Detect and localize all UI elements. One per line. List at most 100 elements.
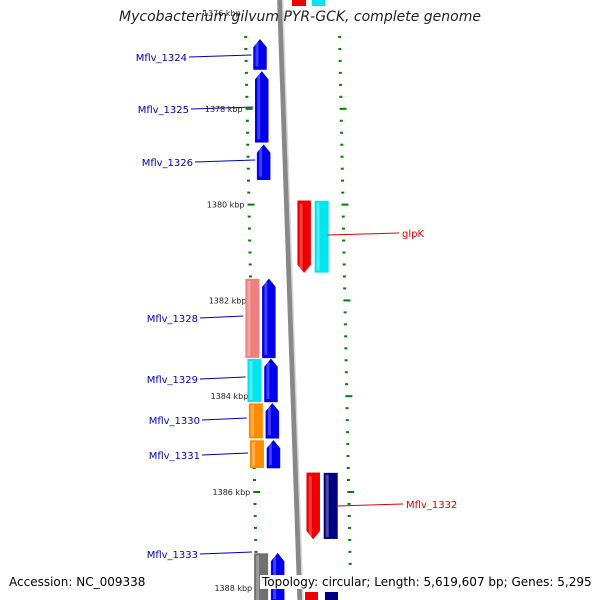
partial-gene-bottom-red	[305, 592, 318, 600]
gene-label-leader	[201, 452, 248, 456]
ruler-tick-right	[348, 550, 352, 553]
cog-block-shine	[247, 280, 251, 356]
gene-arrow-shine	[266, 361, 270, 399]
gene-label: Mflv_1328	[147, 314, 198, 325]
cog-block-shine	[256, 555, 260, 600]
ruler-tick-right	[345, 383, 349, 386]
gene-arrow-shine	[299, 203, 303, 270]
gene-mflv_1332: Mflv_1332	[306, 472, 457, 540]
cog-block	[248, 403, 263, 439]
ruler-tick-left	[245, 107, 253, 110]
ruler-tick-right	[348, 562, 352, 565]
ruler-label: 1384 kbp	[211, 392, 249, 401]
gene-label-leader	[327, 232, 400, 236]
ruler-tick-left	[244, 59, 248, 62]
cog-block	[245, 278, 260, 358]
gene-arrow	[253, 38, 267, 70]
ruler-tick-right	[340, 155, 344, 158]
ruler-tick-right	[343, 323, 347, 326]
gene-label-leader	[194, 159, 256, 163]
ruler-tick-right	[348, 538, 352, 541]
ruler-tick-right	[341, 179, 345, 182]
gene-label: Mflv_1333	[147, 550, 198, 561]
gene-label: Mflv_1330	[149, 416, 200, 427]
cog-block-shine	[325, 474, 329, 537]
ruler-tick-right	[344, 371, 348, 374]
ruler-tick-right	[344, 347, 348, 350]
ruler-tick-right	[346, 467, 350, 470]
gene-label-leader	[199, 376, 246, 380]
ruler-tick-right	[344, 359, 348, 362]
ruler-label: 1376 kbp	[203, 9, 241, 18]
ruler-tick-left	[245, 83, 249, 86]
ruler-tick-left	[245, 95, 249, 98]
gene-label: Mflv_1326	[142, 158, 193, 169]
ruler-tick-left	[248, 275, 252, 278]
ruler-tick-left	[253, 514, 257, 517]
partial-gene-top-red	[292, 0, 306, 6]
cog-block-shine	[250, 405, 254, 437]
gene-mflv_1330: Mflv_1330	[149, 402, 280, 439]
gene-arrow	[265, 402, 280, 439]
ruler-tick-left	[247, 227, 251, 230]
gene-arrow	[256, 144, 271, 180]
gene-label: Mflv_1329	[147, 375, 198, 386]
partial-gene-bottom-navy	[325, 592, 338, 600]
ruler-tick-right	[342, 263, 346, 266]
gene-label: Mflv_1332	[406, 500, 457, 511]
ruler-tick-left	[244, 71, 248, 74]
ruler-tick-left	[245, 119, 249, 122]
cog-block	[314, 200, 329, 273]
gene-arrow-shine	[308, 475, 312, 536]
ruler-tick-right	[339, 83, 343, 86]
ruler-tick-left	[253, 491, 261, 493]
ruler-tick-left	[244, 35, 248, 38]
cog-block-shine	[251, 442, 255, 467]
ruler-label: 1382 kbp	[209, 296, 247, 305]
ruler-tick-right	[345, 395, 353, 398]
ruler-tick-right	[346, 431, 350, 434]
gene-label-leader	[199, 551, 253, 555]
gene-label: Mflv_1324	[136, 53, 187, 64]
ruler-tick-right	[346, 443, 350, 446]
ruler-tick-left	[253, 502, 257, 505]
ruler-tick-right	[341, 203, 349, 206]
ruler-tick-right	[338, 35, 342, 38]
ruler-tick-right	[347, 526, 351, 529]
ruler-tick-left	[253, 479, 257, 482]
gene-arrow-shine	[268, 443, 272, 466]
gene-arrow-shine	[255, 42, 259, 67]
ruler-label: 1388 kbp	[214, 584, 252, 593]
gene-arrow	[297, 200, 311, 274]
ruler-label: 1386 kbp	[213, 488, 251, 497]
gene-mflv_1326: Mflv_1326	[142, 144, 271, 180]
gene-glpk: glpK	[297, 200, 424, 274]
ruler-tick-right	[343, 299, 351, 302]
cog-block	[249, 440, 264, 469]
gene-arrow-shine	[257, 74, 261, 140]
ruler-tick-right	[339, 95, 343, 98]
ruler-tick-right	[341, 227, 345, 230]
ruler-tick-right	[347, 514, 351, 517]
ruler-tick-right	[343, 287, 347, 290]
ruler-tick-right	[339, 107, 347, 110]
ruler-tick-left	[248, 251, 252, 254]
ruler-tick-left	[247, 191, 251, 194]
ruler-tick-right	[341, 191, 345, 194]
backbone-line	[277, 0, 303, 600]
ruler-tick-left	[246, 143, 250, 146]
ruler-tick-right	[346, 455, 350, 458]
cog-block-shine	[316, 202, 320, 271]
ruler-tick-right	[341, 215, 345, 218]
cog-block	[247, 358, 262, 402]
ruler-tick-left	[248, 239, 252, 242]
ruler-tick-left	[248, 263, 252, 266]
gene-arrow-shine	[259, 147, 263, 177]
ruler-label: 1380 kbp	[207, 201, 245, 210]
ruler-label: 1378 kbp	[205, 105, 243, 114]
cog-block	[323, 472, 338, 539]
gene-label-leader	[201, 417, 247, 421]
cog-block-shine	[249, 360, 253, 400]
ruler-tick-right	[345, 407, 349, 410]
ruler-tick-right	[347, 502, 351, 505]
